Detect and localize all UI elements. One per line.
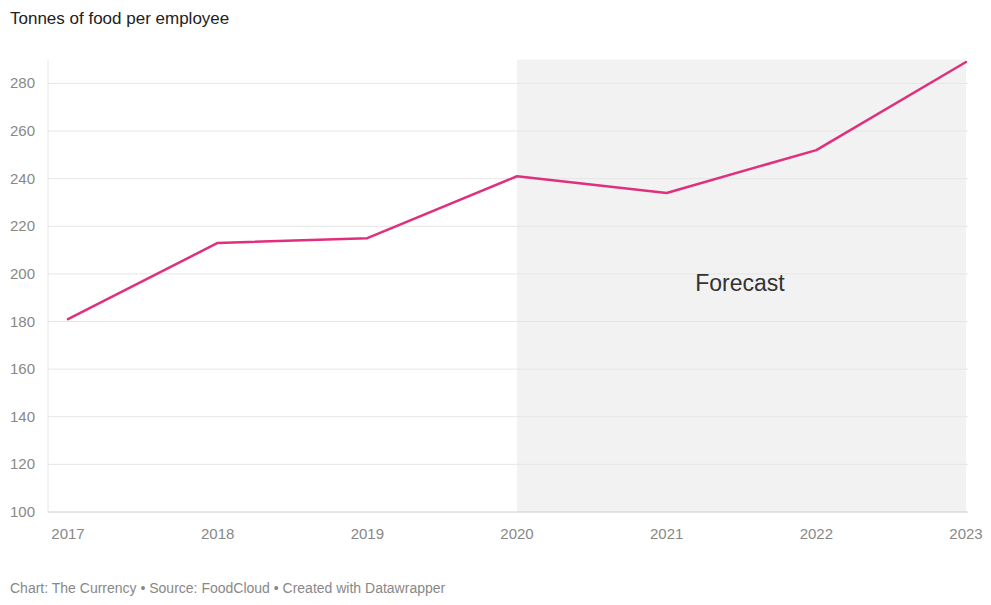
x-tick-label: 2019 xyxy=(351,525,384,542)
grid-line xyxy=(48,226,968,227)
source: Chart: The Currency • Source: FoodCloud … xyxy=(10,580,446,596)
forecast-region xyxy=(517,60,966,512)
y-tick-label: 220 xyxy=(10,217,35,234)
x-tick-label: 2022 xyxy=(800,525,833,542)
chart-container: Tonnes of food per employee 100 120 140 160 1… xyxy=(0,0,991,605)
title: Tonnes of food per employee xyxy=(10,9,229,28)
grid-line xyxy=(48,512,968,513)
plot-area xyxy=(68,62,966,319)
y-tick-label: 200 xyxy=(10,265,35,282)
grid-line xyxy=(48,369,968,370)
grid-line xyxy=(48,83,968,84)
y-tick-label: 100 xyxy=(10,503,35,520)
grid-line xyxy=(48,416,968,417)
y-tick-label: 160 xyxy=(10,360,35,377)
x-tick-label: 2018 xyxy=(201,525,234,542)
y-axis-line xyxy=(48,60,49,512)
y-tick-label: 240 xyxy=(10,170,35,187)
y-tick-label: 280 xyxy=(10,74,35,91)
y-tick-label: 180 xyxy=(10,313,35,330)
y-tick-label: 260 xyxy=(10,122,35,139)
y-tick-label: 140 xyxy=(10,408,35,425)
y-tick-label: 120 xyxy=(10,455,35,472)
x-tick-label: 2017 xyxy=(51,525,84,542)
grid-line xyxy=(48,131,968,132)
x-tick-label: 2023 xyxy=(949,525,982,542)
grid-line xyxy=(48,464,968,465)
grid-line xyxy=(48,273,968,274)
x-tick-label: 2020 xyxy=(500,525,533,542)
data-line xyxy=(68,62,966,319)
annotation: Forecast xyxy=(695,270,785,296)
chart-svg: Tonnes of food per employee 100 120 140 160 1… xyxy=(0,0,991,605)
grid-line xyxy=(48,321,968,322)
x-tick-label: 2021 xyxy=(650,525,683,542)
